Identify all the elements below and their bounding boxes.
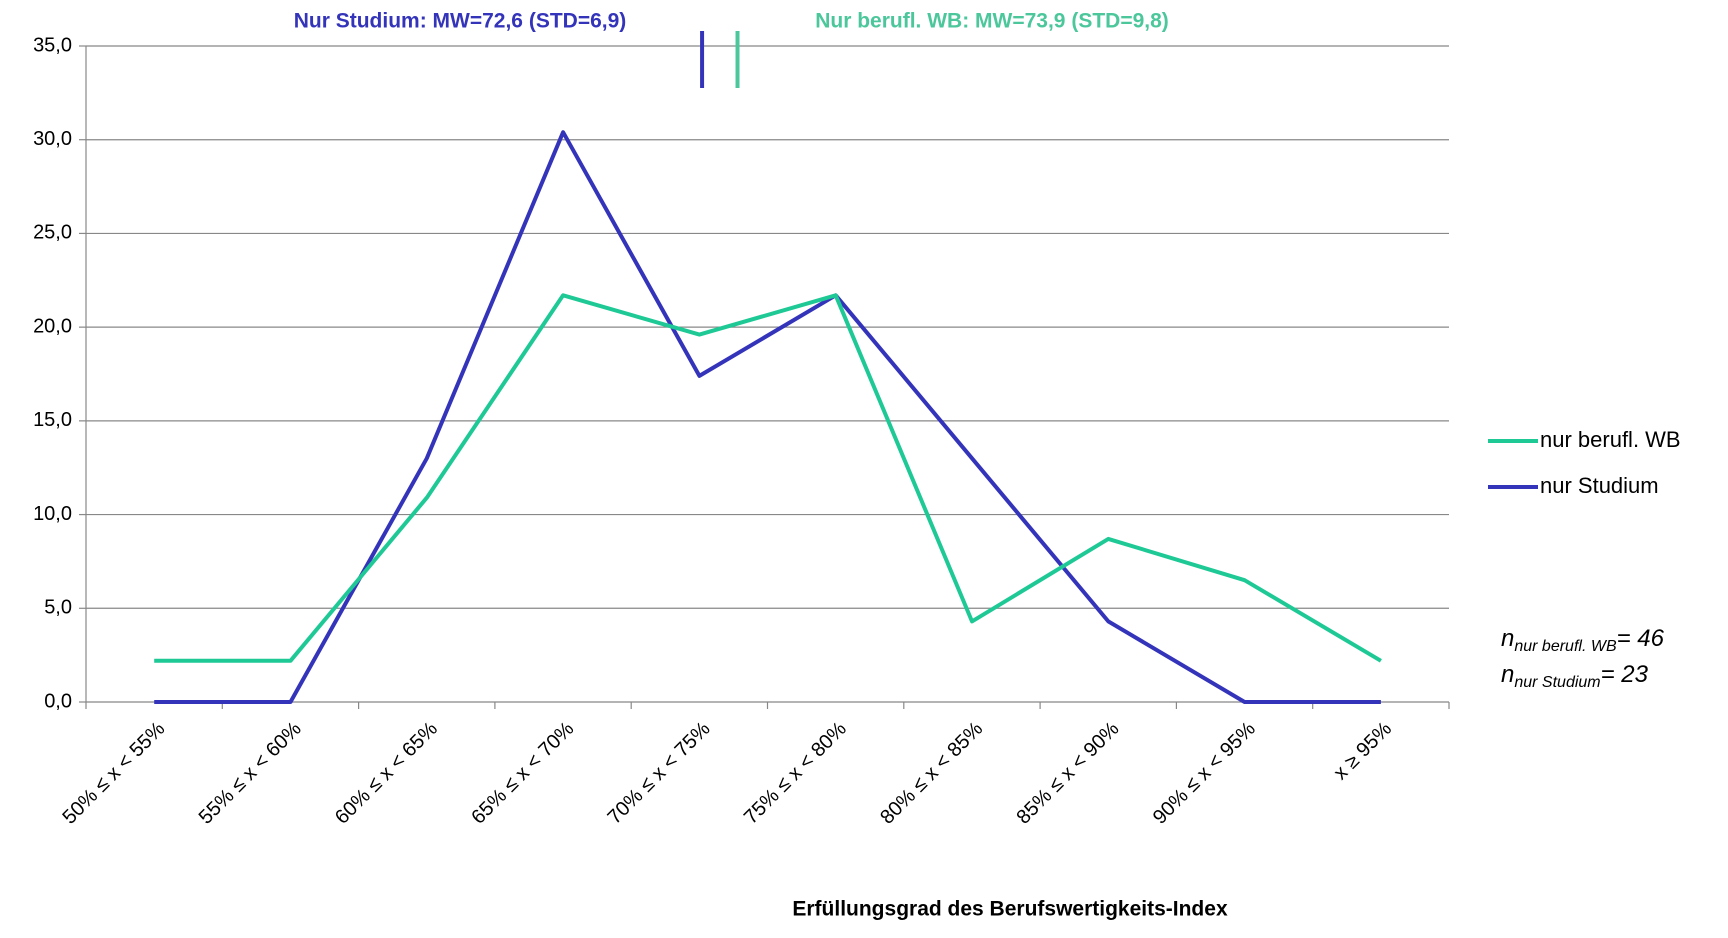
y-tick-label: 30,0 [33,128,72,150]
legend-label: nur berufl. WB [1540,427,1681,452]
y-tick-label: 20,0 [33,315,72,337]
n-symbol: n [1501,661,1514,688]
x-tick-label: x ≥ 95% [1330,718,1397,785]
n-subscript: nur Studium [1514,674,1600,691]
y-tick-label: 5,0 [44,597,72,619]
y-tick-label: 10,0 [33,503,72,525]
x-tick-label: 80% ≤ x < 85% [876,718,987,829]
y-tick-label: 15,0 [33,409,72,431]
x-tick-label: 75% ≤ x < 80% [740,718,851,829]
y-tick-label: 25,0 [33,222,72,244]
y-tick-label: 0,0 [44,690,72,712]
x-tick-label: 90% ≤ x < 95% [1149,718,1260,829]
x-tick-label: 50% ≤ x < 55% [58,718,169,829]
x-tick-label: 55% ≤ x < 60% [195,718,306,829]
x-tick-label: 85% ≤ x < 90% [1013,718,1124,829]
x-tick-label: 70% ≤ x < 75% [604,718,715,829]
n-note: nnur berufl. WB= 46 [1501,625,1665,655]
n-note: nnur Studium= 23 [1501,661,1649,691]
x-tick-label: 60% ≤ x < 65% [331,718,442,829]
data-line [154,130,1381,704]
n-value: = 23 [1601,661,1649,688]
n-subscript: nur berufl. WB [1514,638,1617,655]
mean-annotation: Nur berufl. WB: MW=73,9 (STD=9,8) [815,10,1169,33]
n-symbol: n [1501,625,1514,652]
legend-label: nur Studium [1540,473,1659,498]
x-tick-label: 65% ≤ x < 70% [467,718,578,829]
mean-annotation: Nur Studium: MW=72,6 (STD=6,9) [294,10,627,33]
n-value: = 46 [1617,625,1665,652]
data-line [154,293,1382,663]
y-tick-label: 35,0 [33,34,72,56]
x-axis-label: Erfüllungsgrad des Berufswertigkeits-Ind… [792,898,1228,921]
